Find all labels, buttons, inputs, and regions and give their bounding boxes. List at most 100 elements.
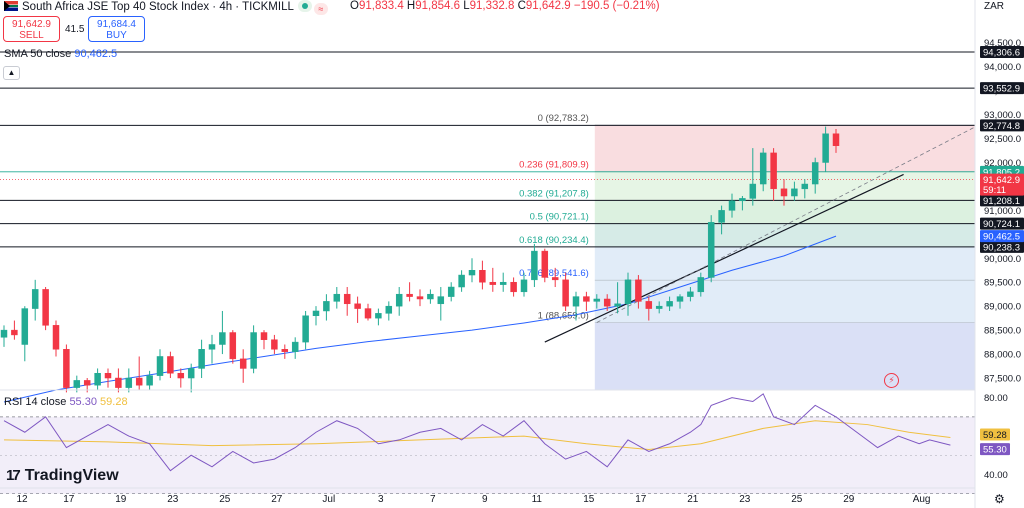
horizontal-level-price-label: 91,208.1 [983, 196, 1020, 207]
tradingview-logo-mark: 17 [6, 467, 21, 484]
candle-body [73, 380, 81, 388]
candle-body [333, 293, 341, 302]
price-tick-label: 92,000.0 [984, 158, 1021, 169]
time-tick-label: 17 [63, 494, 75, 505]
buy-button[interactable]: 91,684.4 BUY [88, 16, 145, 42]
candle-body [822, 133, 829, 163]
collapse-legend-button[interactable]: ▲ [3, 66, 20, 80]
symbol-title[interactable]: South Africa JSE Top 40 Stock Index · 4h… [4, 0, 328, 15]
candle-body [562, 279, 569, 307]
rsi-tick-label: 40.00 [984, 470, 1008, 481]
candle-body [510, 281, 517, 293]
candle-body [801, 183, 809, 190]
candle-body [42, 289, 49, 326]
candle-body [707, 222, 715, 278]
wave-icon: ≈ [313, 3, 328, 15]
candle-body [635, 279, 642, 302]
price-tick-label: 88,500.0 [984, 326, 1021, 337]
candle-body [572, 296, 580, 307]
price-tick-label: 92,500.0 [984, 134, 1021, 145]
candle-body [83, 380, 91, 386]
candle-body [447, 286, 455, 297]
sma-legend-label: SMA 50 close [4, 48, 72, 60]
rsi-value-label: 55.30 [983, 445, 1007, 456]
tradingview-logo[interactable]: 17 TradingView [6, 467, 119, 485]
horizontal-level-price-label-bg [980, 240, 1024, 253]
fib-level-label: 0.382 (91,207.8) [519, 188, 589, 199]
time-tick-label: 11 [532, 494, 543, 505]
gear-icon[interactable]: ⚙ [994, 492, 1005, 506]
candle-body [759, 152, 767, 185]
symbol-title-text: South Africa JSE Top 40 Stock Index · 4h… [22, 1, 294, 13]
horizontal-level-price-label: 92,774.8 [983, 121, 1020, 132]
candle-body [198, 349, 205, 369]
candle-body [437, 296, 445, 305]
open-value: 91,833.4 [358, 0, 404, 12]
price-tick-label: 87,500.0 [984, 374, 1021, 385]
candle-body [31, 289, 39, 309]
time-tick-label: 25 [791, 494, 803, 505]
candle-body [718, 210, 725, 223]
price-tick-label: 94,000.0 [984, 62, 1021, 73]
candle-body [614, 303, 621, 307]
buy-price: 91,684.4 [97, 19, 136, 30]
candle-body [291, 341, 299, 352]
fib-level-label: 0.786 (89,541.6) [519, 268, 589, 279]
candle-body [458, 274, 465, 288]
flash-icon[interactable]: ⚡ [884, 373, 899, 388]
sma-line [3, 235, 837, 403]
price-tick-label: 88,000.0 [984, 350, 1021, 361]
candle-body [219, 332, 226, 345]
rsi-ma-legend-value: 59.28 [100, 396, 128, 408]
candle-body [104, 372, 112, 379]
candle-body [281, 349, 289, 352]
currency-selector[interactable]: ZAR [984, 1, 1004, 12]
candle-body [187, 368, 195, 379]
fib-trend-dashed-line [596, 126, 976, 323]
candle-body [385, 305, 393, 314]
price-tick-label: 89,000.0 [984, 302, 1021, 313]
candle-body [375, 313, 382, 319]
candle-body [655, 305, 663, 309]
candle-body [63, 349, 70, 388]
candle-body [229, 332, 237, 360]
time-tick-label: 3 [378, 494, 384, 505]
candle-body [395, 293, 403, 307]
sma-legend[interactable]: SMA 50 close 90,462.5 [4, 48, 117, 60]
time-tick-label: Aug [913, 494, 931, 505]
fib-zone [594, 124, 975, 172]
fib-level-label: 0.236 (91,809.9) [519, 160, 589, 171]
candle-body [531, 250, 538, 281]
candle-body [0, 329, 8, 338]
change-value: −190.5 (−0.21%) [573, 0, 660, 12]
fib-price-label: 91,805.2 [983, 167, 1020, 178]
fib-level-label: 0 (92,783.2) [538, 113, 589, 124]
candle-body [177, 372, 185, 379]
rsi-line [3, 393, 951, 472]
sell-button[interactable]: 91,642.9 SELL [3, 16, 60, 42]
fib-zone-extension [594, 322, 975, 390]
time-tick-label: 17 [635, 494, 647, 505]
candle-body [645, 301, 653, 309]
candle-body [739, 198, 746, 202]
chevron-up-icon: ▲ [7, 68, 16, 77]
price-tick-label: 93,000.0 [984, 110, 1021, 121]
candle-body [551, 277, 559, 281]
last-price-label-bg [980, 173, 1024, 196]
horizontal-level-price-label-bg [980, 82, 1024, 95]
rsi-legend[interactable]: RSI 14 close 55.30 59.28 [4, 396, 128, 408]
candle-body [427, 293, 434, 300]
time-tick-label: 21 [687, 494, 699, 505]
buy-label: BUY [106, 30, 127, 41]
sell-label: SELL [19, 30, 44, 41]
candle-body [832, 133, 840, 146]
ohlc-readout: O91,833.4 H91,854.6 L91,332.8 C91,642.9 … [350, 0, 660, 12]
low-value: 91,332.8 [469, 0, 515, 12]
candle-body [239, 358, 247, 369]
candle-body [489, 281, 497, 285]
candle-body [603, 298, 611, 307]
horizontal-level-price-label: 90,724.1 [983, 219, 1020, 230]
market-open-icon [297, 0, 312, 12]
